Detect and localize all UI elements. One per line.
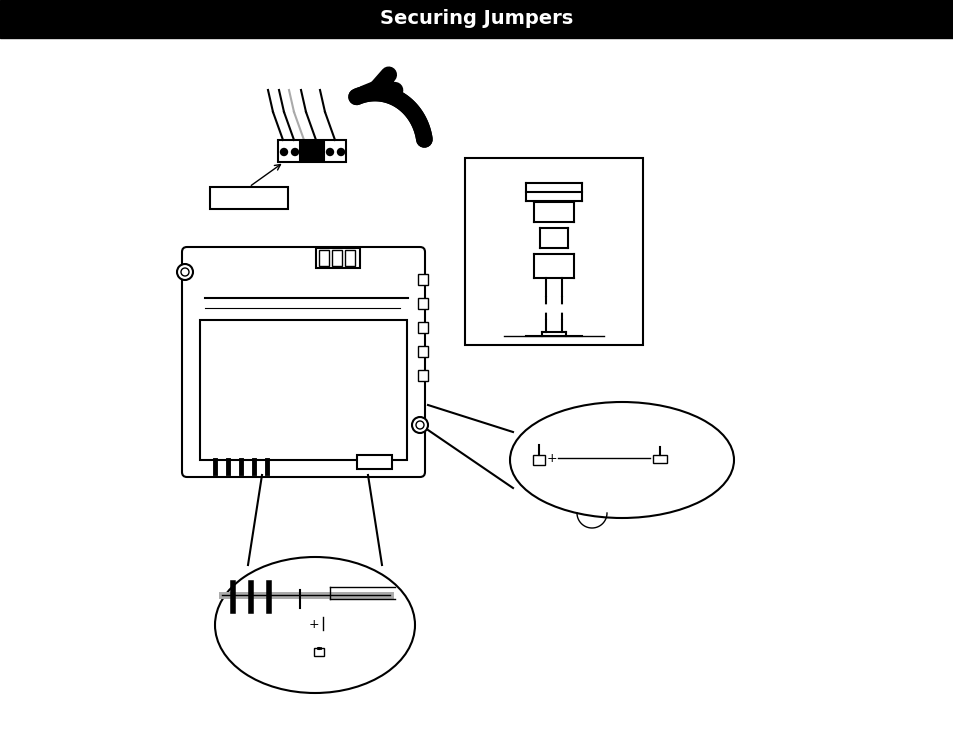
Bar (315, 248, 359, 268)
Circle shape (280, 148, 287, 156)
Text: Securing Jumpers: Securing Jumpers (380, 10, 573, 29)
Bar (314, 648, 324, 656)
Bar (417, 322, 428, 333)
Circle shape (337, 148, 344, 156)
Bar (417, 274, 428, 285)
Bar (200, 320, 407, 460)
Ellipse shape (214, 557, 415, 693)
Circle shape (412, 417, 428, 433)
Bar (324, 140, 346, 162)
Bar (464, 158, 642, 345)
Circle shape (181, 268, 189, 276)
Circle shape (292, 148, 298, 156)
Text: +: + (546, 452, 557, 466)
Circle shape (326, 148, 334, 156)
Circle shape (177, 264, 193, 280)
Bar (332, 250, 341, 266)
Bar (356, 455, 392, 469)
Bar (417, 298, 428, 309)
Bar (318, 250, 329, 266)
Text: +: + (309, 618, 319, 630)
Bar (417, 346, 428, 357)
Bar (533, 455, 544, 465)
Bar (345, 250, 355, 266)
Bar (210, 187, 288, 209)
Bar (277, 140, 299, 162)
FancyBboxPatch shape (182, 247, 424, 477)
Bar (302, 140, 322, 162)
Bar (652, 455, 666, 463)
Bar (0, 0, 953, 38)
Circle shape (416, 421, 423, 429)
Bar (417, 370, 428, 381)
Ellipse shape (510, 402, 733, 518)
